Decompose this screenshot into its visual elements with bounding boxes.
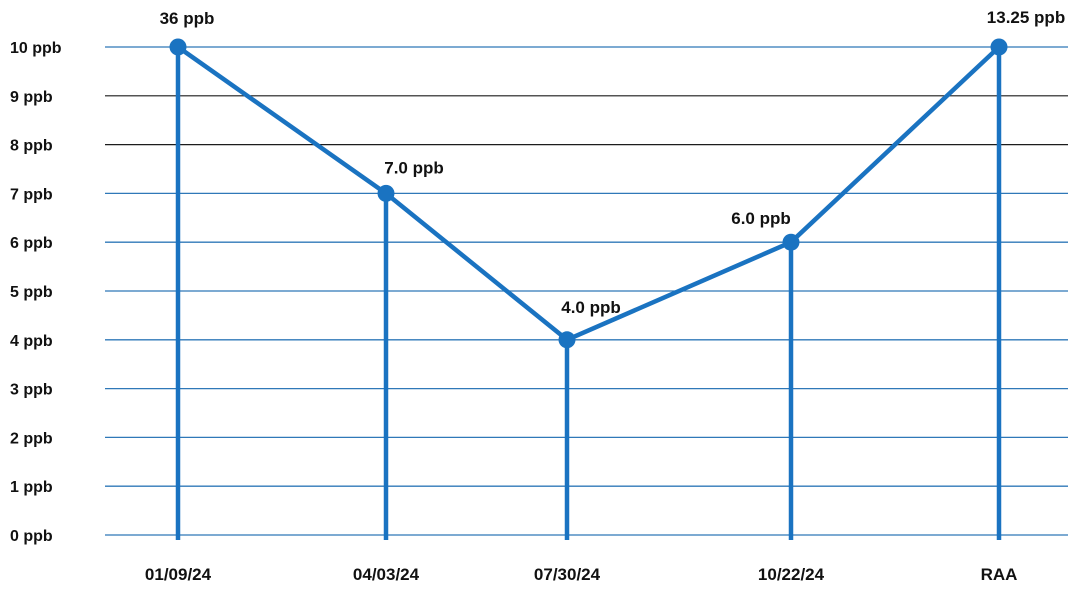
y-tick-label-7: 7 ppb — [10, 186, 53, 203]
x-tick-label-4: RAA — [981, 565, 1018, 584]
data-points — [169, 38, 1008, 349]
y-tick-label-0: 0 ppb — [10, 528, 53, 545]
data-point-4 — [990, 38, 1008, 56]
y-tick-label-8: 8 ppb — [10, 138, 53, 155]
data-point-1 — [377, 184, 395, 202]
data-label-4: 13.25 ppb — [987, 8, 1065, 27]
x-tick-label-1: 04/03/24 — [353, 565, 420, 584]
x-tick-label-0: 01/09/24 — [145, 565, 212, 584]
x-axis-tick-labels: 01/09/24 04/03/24 07/30/24 10/22/24 RAA — [145, 565, 1018, 584]
y-tick-label-4: 4 ppb — [10, 333, 53, 350]
y-tick-label-5: 5 ppb — [10, 284, 53, 301]
x-tick-label-2: 07/30/24 — [534, 565, 601, 584]
data-point-3 — [782, 233, 800, 251]
y-tick-label-10: 10 ppb — [10, 40, 62, 57]
y-tick-label-1: 1 ppb — [10, 479, 53, 496]
y-tick-label-2: 2 ppb — [10, 430, 53, 447]
y-tick-label-3: 3 ppb — [10, 382, 53, 399]
x-tick-label-3: 10/22/24 — [758, 565, 825, 584]
data-label-1: 7.0 ppb — [384, 158, 444, 177]
data-point-0 — [169, 38, 187, 56]
vertical-stems — [175, 47, 1002, 540]
y-tick-label-6: 6 ppb — [10, 235, 53, 252]
gridlines — [105, 46, 1068, 536]
data-label-3: 6.0 ppb — [731, 209, 791, 228]
data-label-0: 36 ppb — [160, 9, 215, 28]
data-point-2 — [558, 331, 576, 349]
data-labels: 36 ppb 7.0 ppb 4.0 ppb 6.0 ppb 13.25 ppb — [160, 8, 1066, 317]
y-axis-tick-labels: 0 ppb 1 ppb 2 ppb 3 ppb 4 ppb 5 ppb 6 ppb 7 ppb… — [10, 40, 62, 545]
data-label-2: 4.0 ppb — [561, 298, 621, 317]
y-tick-label-9: 9 ppb — [10, 89, 53, 106]
